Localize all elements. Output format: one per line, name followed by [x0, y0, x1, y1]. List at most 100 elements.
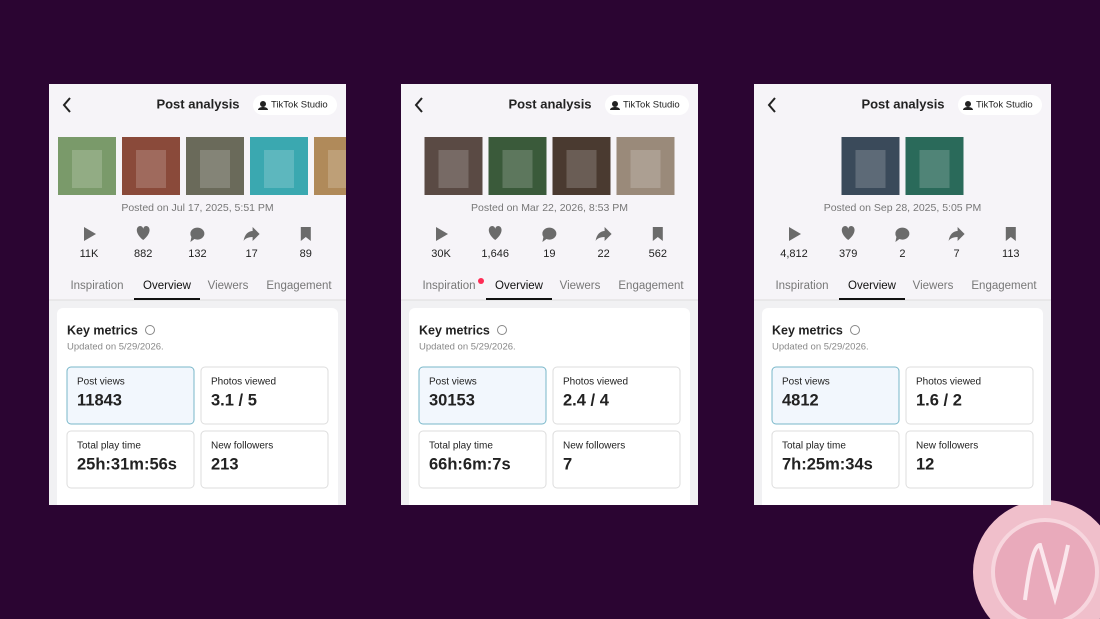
thumbnail — [616, 137, 675, 195]
stat-icon — [542, 227, 557, 242]
tab[interactable]: Viewers — [560, 280, 601, 292]
back-button[interactable] — [767, 97, 776, 113]
metric-box[interactable] — [418, 430, 547, 489]
metric-value: 11843 — [77, 391, 122, 409]
studio-icon-body — [610, 107, 620, 110]
metric-box[interactable] — [771, 366, 900, 425]
tab[interactable]: Engagement — [266, 280, 332, 292]
stat-icon — [948, 227, 965, 241]
metric-value: 4812 — [782, 391, 819, 409]
thumbnail — [424, 137, 483, 195]
metric-value: 213 — [211, 455, 239, 473]
metric-box[interactable] — [200, 366, 329, 425]
header-title: Post analysis — [861, 96, 944, 111]
tab[interactable]: Inspiration — [422, 280, 475, 292]
thumbnail — [250, 137, 308, 195]
metric-box[interactable] — [66, 366, 195, 425]
tab[interactable]: Inspiration — [775, 280, 828, 292]
back-button[interactable] — [414, 97, 423, 113]
notification-badge — [478, 278, 484, 284]
stat-value: 89 — [300, 248, 312, 260]
stat-icon — [300, 227, 311, 241]
studio-label: TikTok Studio — [976, 100, 1033, 111]
thumbnail — [58, 137, 116, 195]
card-updated: Updated on 5/29/2026. — [419, 342, 516, 353]
studio-icon — [612, 101, 618, 107]
stat-value: 132 — [188, 248, 206, 260]
card-updated: Updated on 5/29/2026. — [67, 342, 164, 353]
stat-icon — [841, 226, 855, 240]
thumbnail-detail — [566, 150, 597, 188]
studio-button[interactable] — [605, 95, 689, 115]
metric-box[interactable] — [771, 430, 900, 489]
stat-value: 2 — [899, 248, 905, 260]
info-icon[interactable] — [850, 325, 860, 335]
phone-panel: Post analysis TikTok Studio Posted on Sep … — [754, 84, 1051, 505]
metric-box[interactable] — [418, 366, 547, 425]
stat-icon — [84, 227, 96, 241]
tab[interactable]: Overview — [143, 280, 192, 292]
thumbnail — [841, 137, 900, 195]
studio-button[interactable] — [253, 95, 337, 115]
metric-box[interactable] — [552, 366, 681, 425]
tab[interactable]: Engagement — [971, 280, 1037, 292]
info-icon[interactable] — [145, 325, 155, 335]
metric-label: Photos viewed — [563, 377, 628, 388]
metric-label: Post views — [77, 377, 125, 388]
info-icon[interactable] — [497, 325, 507, 335]
stat-value: 113 — [1002, 248, 1020, 260]
metric-value: 12 — [916, 455, 934, 473]
metric-label: Post views — [429, 377, 477, 388]
tab[interactable]: Viewers — [913, 280, 954, 292]
stat-value: 17 — [245, 248, 257, 260]
thumbnail-detail — [72, 150, 102, 188]
metric-box[interactable] — [200, 430, 329, 489]
studio-icon — [965, 101, 971, 107]
thumbnail — [314, 137, 346, 195]
metric-value: 2.4 / 4 — [563, 391, 610, 409]
stat-icon — [789, 227, 801, 241]
posted-date: Posted on Mar 22, 2026, 8:53 PM — [471, 202, 628, 214]
stat-value: 30K — [431, 248, 451, 260]
phone-panel: Post analysis TikTok Studio Posted on Jul … — [49, 84, 346, 505]
metric-box[interactable] — [552, 430, 681, 489]
thumbnail-detail — [200, 150, 230, 188]
metric-box[interactable] — [66, 430, 195, 489]
metric-value: 1.6 / 2 — [916, 391, 962, 409]
metric-value: 30153 — [429, 391, 475, 409]
stat-value: 882 — [134, 248, 152, 260]
tab[interactable]: Overview — [495, 280, 544, 292]
metric-box[interactable] — [905, 366, 1034, 425]
metric-label: New followers — [916, 441, 978, 452]
tab[interactable]: Overview — [848, 280, 897, 292]
stat-icon — [488, 226, 502, 240]
panel-content: Post analysis TikTok Studio Posted on Sep … — [754, 84, 1051, 505]
stat-icon — [652, 227, 663, 241]
metric-value: 7 — [563, 455, 572, 473]
metric-label: New followers — [211, 441, 273, 452]
card-title: Key metrics — [419, 323, 490, 337]
metric-value: 3.1 / 5 — [211, 391, 257, 409]
metric-label: Photos viewed — [211, 377, 276, 388]
back-button[interactable] — [62, 97, 71, 113]
tab[interactable]: Inspiration — [70, 280, 123, 292]
panel-content: Post analysis TikTok Studio Posted on Jul … — [49, 84, 346, 505]
card-updated: Updated on 5/29/2026. — [772, 342, 869, 353]
stat-icon — [136, 226, 150, 240]
stat-value: 7 — [954, 248, 960, 260]
tab[interactable]: Viewers — [208, 280, 249, 292]
metric-value: 7h:25m:34s — [782, 455, 873, 473]
studio-button[interactable] — [958, 95, 1042, 115]
thumbnail-detail — [919, 150, 950, 188]
tab[interactable]: Engagement — [618, 280, 684, 292]
thumbnail-detail — [502, 150, 533, 188]
stat-value: 1,646 — [481, 248, 509, 260]
stat-icon — [190, 227, 205, 242]
card-title: Key metrics — [772, 323, 843, 337]
panel-content: Post analysis TikTok Studio Posted on Mar … — [401, 84, 698, 505]
header-title: Post analysis — [508, 96, 591, 111]
metric-label: Total play time — [429, 441, 493, 452]
metric-box[interactable] — [905, 430, 1034, 489]
